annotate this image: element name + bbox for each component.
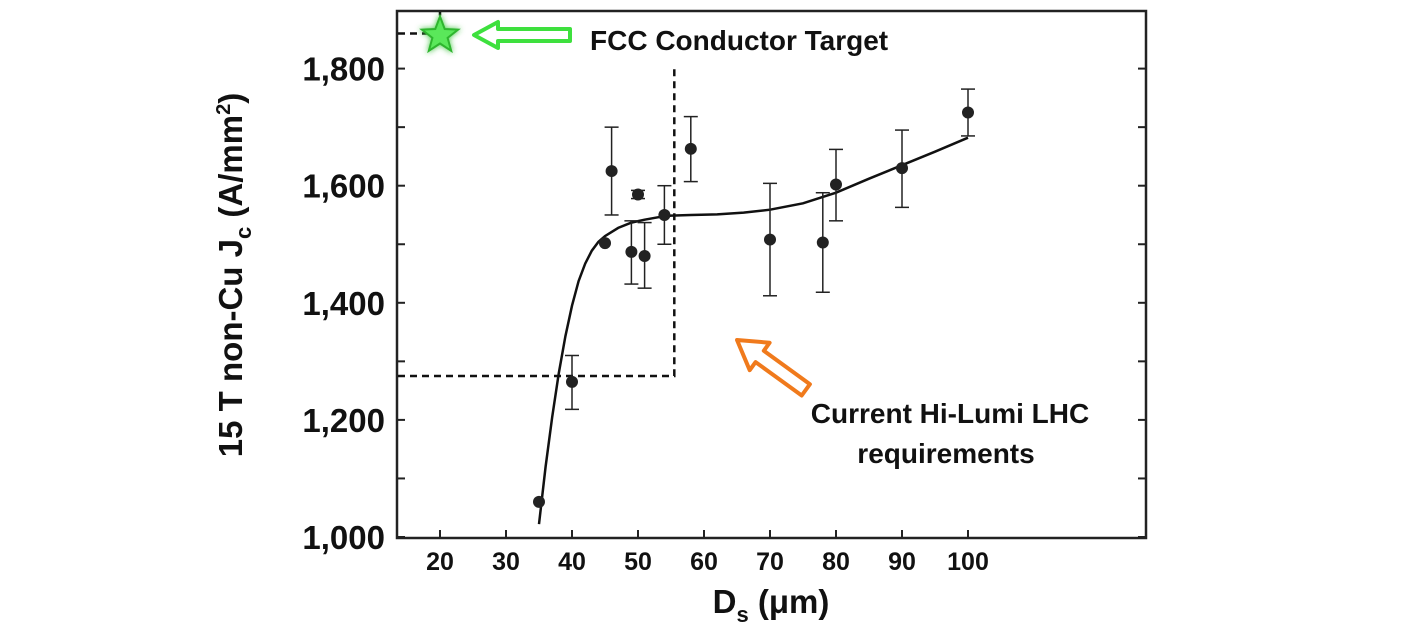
data-point: [684, 142, 697, 155]
hilumi-guide-line: [398, 66, 676, 378]
hilumi-label-line-1: Current Hi-Lumi LHC: [811, 398, 1089, 429]
y-tick-labels: 1,000 1,200 1,400 1,600 1,800: [302, 51, 385, 556]
x-axis-label: Ds (μm): [713, 583, 830, 627]
fcc-target-star-icon: [419, 13, 461, 54]
hilumi-arrow-icon: [735, 338, 812, 398]
hilumi-annotation: Current Hi-Lumi LHC requirements: [735, 338, 1089, 469]
data-point: [605, 165, 618, 178]
x-tick-labels: 20 30 40 50 60 70 80 90 100: [426, 548, 989, 576]
data-point: [896, 162, 908, 175]
x-tick-label: 60: [690, 548, 718, 576]
data-point: [764, 233, 776, 246]
x-tick-label: 80: [822, 548, 850, 576]
data-point: [599, 237, 611, 250]
plot-frame: [395, 9, 1148, 540]
data-point: [830, 178, 842, 191]
axis-ticks: [397, 67, 1146, 538]
x-tick-label: 40: [558, 548, 586, 576]
fcc-target-arrow-icon: [472, 20, 572, 50]
data-point: [658, 208, 671, 221]
fcc-target-annotation: FCC Conductor Target: [419, 13, 888, 56]
data-point: [533, 495, 545, 508]
x-tick-label: 90: [888, 548, 916, 576]
data-point: [632, 188, 644, 201]
data-point: [566, 375, 578, 388]
x-tick-label: 100: [947, 548, 989, 576]
fcc-target-label: FCC Conductor Target: [590, 25, 888, 56]
y-tick-label: 1,600: [302, 168, 385, 205]
data-points: [533, 88, 975, 508]
y-tick-label: 1,000: [302, 519, 385, 556]
x-tick-label: 70: [756, 548, 784, 576]
hilumi-label-line-2: requirements: [857, 438, 1034, 469]
y-tick-label: 1,400: [302, 285, 385, 322]
y-tick-label: 1,200: [302, 402, 385, 439]
data-point: [638, 249, 651, 262]
data-point: [962, 106, 974, 119]
x-tick-label: 20: [426, 548, 454, 576]
data-point: [625, 245, 638, 258]
y-axis-label: 15 T non-Cu Jc (A/mm2): [212, 93, 256, 457]
x-tick-label: 50: [624, 548, 652, 576]
x-tick-label: 30: [492, 548, 520, 576]
data-point: [816, 236, 829, 249]
y-tick-label: 1,800: [302, 51, 385, 88]
